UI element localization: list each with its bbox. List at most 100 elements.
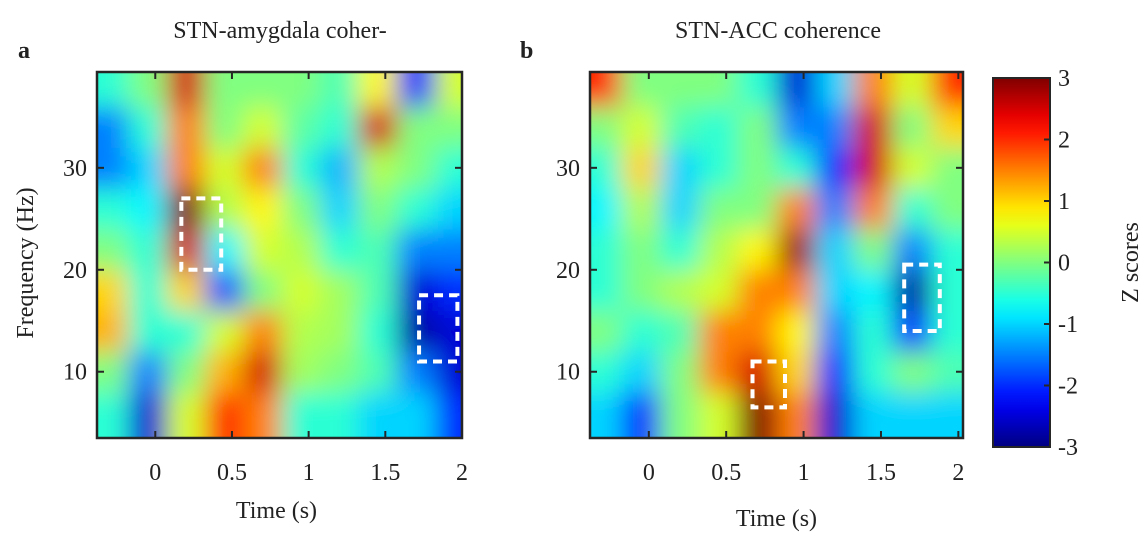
heatmap-cell	[435, 310, 462, 352]
heatmap-cell	[590, 106, 623, 148]
heatmap-cell	[396, 269, 436, 312]
heatmap-cell	[892, 188, 932, 230]
heatmap-cell	[205, 351, 244, 393]
heatmap-cell	[166, 147, 206, 189]
heatmap-cell	[281, 188, 321, 230]
heatmap-cell	[660, 351, 700, 393]
heatmap-cell	[97, 392, 129, 438]
heatmap-cell	[243, 269, 283, 312]
y-tick-label: 30	[63, 156, 87, 182]
heatmap-cell	[358, 188, 398, 230]
heatmap-cell	[97, 147, 129, 189]
heatmap-cell	[737, 269, 777, 312]
heatmap-cell	[166, 106, 206, 148]
axes-frame	[588, 70, 965, 440]
heatmap-cell	[699, 188, 739, 230]
chart-title: STN-ACC coherence	[675, 18, 881, 44]
heatmap-cell	[590, 269, 623, 312]
heatmap-cell	[660, 147, 700, 189]
heatmap-cell	[590, 147, 623, 189]
heatmap-cell	[737, 351, 777, 393]
panel-label: b	[520, 38, 533, 64]
heatmap-cell	[358, 269, 398, 312]
heatmap-cell	[97, 269, 129, 312]
x-axis-label: Time (s)	[736, 506, 817, 532]
heatmap-cell	[931, 106, 963, 148]
heatmap-cell	[815, 106, 855, 148]
heatmap-cell	[205, 147, 244, 189]
heatmap-cell	[320, 269, 359, 312]
heatmap-cell	[320, 310, 359, 352]
heatmap-cell	[660, 72, 700, 108]
heatmap-cell	[815, 351, 855, 393]
heatmap-cell	[590, 229, 623, 271]
heatmap-cell	[776, 351, 816, 393]
heatmap-cell	[660, 269, 700, 312]
colorbar-tick-label: 1	[1058, 189, 1070, 215]
colorbar-tick-label: 2	[1058, 128, 1070, 154]
heatmap-cell	[243, 392, 283, 438]
heatmap-cell	[281, 72, 321, 108]
heatmap-cell	[699, 72, 739, 108]
heatmap-cell	[166, 351, 206, 393]
colorbar-tick-label: -3	[1058, 435, 1078, 461]
heatmap-cell	[892, 351, 932, 393]
colorbar-tick-label: 3	[1058, 66, 1070, 92]
heatmap-cell	[97, 106, 129, 148]
heatmap-area	[590, 72, 963, 438]
y-tick-label: 30	[556, 156, 580, 182]
heatmap-cell	[320, 106, 359, 148]
heatmap-cell	[205, 188, 244, 230]
heatmap-cell	[281, 310, 321, 352]
colorbar-label: Z scores	[1118, 222, 1144, 303]
heatmap-cell	[396, 310, 436, 352]
heatmap-cell	[166, 72, 206, 108]
heatmap-cell	[166, 310, 206, 352]
heatmap-cell	[128, 229, 168, 271]
x-tick-label: 0.5	[711, 460, 741, 486]
heatmap-cell	[590, 188, 623, 230]
heatmap-cell	[590, 310, 623, 352]
heatmap-cell	[205, 310, 244, 352]
heatmap-cell	[166, 229, 206, 271]
heatmap-cell	[396, 392, 436, 438]
heatmap-cell	[931, 188, 963, 230]
heatmap-cell	[699, 351, 739, 393]
heatmap-cell	[435, 392, 462, 438]
heatmap-cell	[815, 392, 855, 438]
y-axis-label: Frequency (Hz)	[13, 187, 39, 338]
heatmap-cell	[358, 310, 398, 352]
heatmap-cell	[815, 310, 855, 352]
heatmap-cell	[621, 229, 661, 271]
heatmap-cell	[243, 188, 283, 230]
heatmap-cell	[128, 72, 168, 108]
heatmap-cell	[621, 106, 661, 148]
heatmap-cell	[590, 351, 623, 393]
heatmap-cell	[853, 188, 894, 230]
heatmap-cell	[205, 269, 244, 312]
heatmap-cell	[435, 351, 462, 393]
heatmap-cell	[243, 72, 283, 108]
x-tick-label: 1	[798, 460, 810, 486]
heatmap-cell	[358, 351, 398, 393]
heatmap-cell	[243, 310, 283, 352]
heatmap-cell	[737, 310, 777, 352]
heatmap-cell	[853, 72, 894, 108]
heatmap-cell	[396, 147, 436, 189]
heatmap-cell	[166, 269, 206, 312]
heatmap-cell	[892, 392, 932, 438]
heatmap-cell	[128, 351, 168, 393]
heatmap-cell	[621, 351, 661, 393]
heatmap-cell	[320, 72, 359, 108]
heatmap-cell	[699, 269, 739, 312]
heatmap-cell	[699, 229, 739, 271]
heatmap-cell	[699, 310, 739, 352]
heatmap-cell	[737, 229, 777, 271]
colorbar-tick-label: 0	[1058, 251, 1070, 277]
heatmap-cell	[320, 147, 359, 189]
heatmap-cell	[776, 106, 816, 148]
heatmap-cell	[931, 269, 963, 312]
heatmap-cell	[281, 147, 321, 189]
heatmap-cell	[815, 229, 855, 271]
x-tick-label: 0.5	[217, 460, 247, 486]
